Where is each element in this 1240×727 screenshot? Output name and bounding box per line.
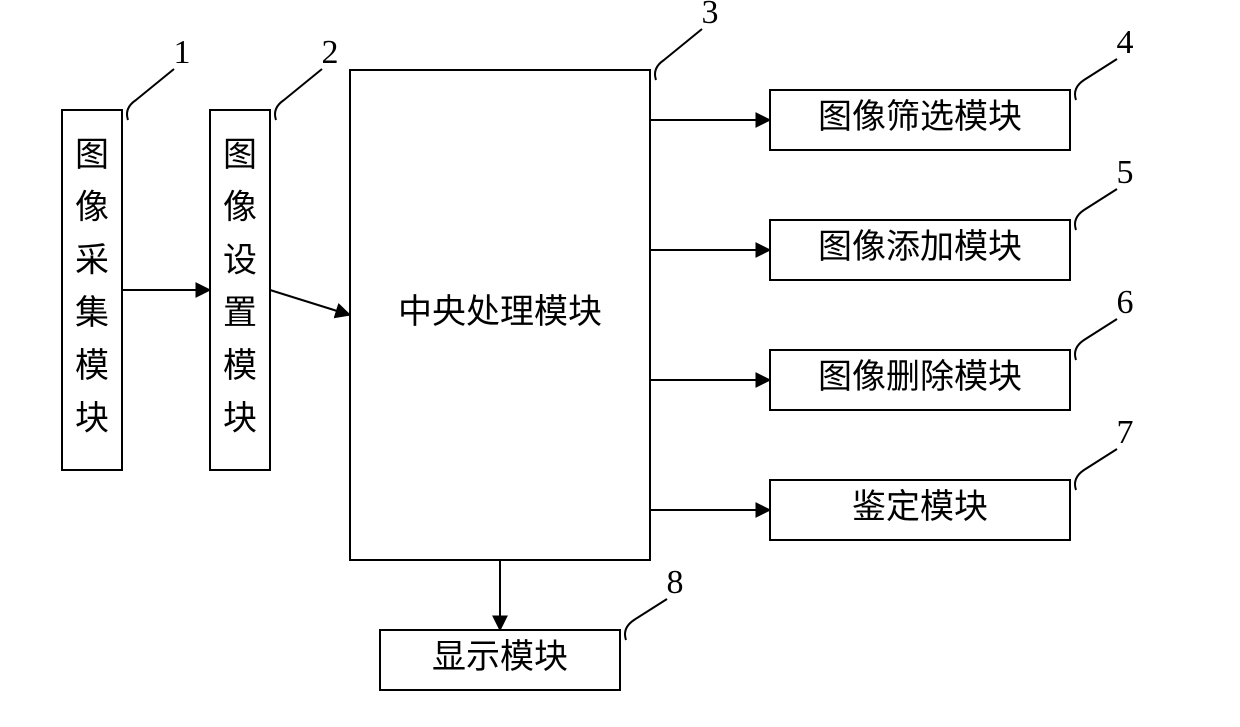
node-n2-char-5: 块 [223,401,257,438]
ref-number-2: 2 [322,34,339,71]
node-n2-char-4: 模 [223,347,257,385]
node-n7: 鉴定模块 [770,480,1070,540]
node-n2-char-2: 设 [223,242,257,279]
ref-number-3: 3 [702,0,719,31]
node-n1-char-4: 模 [75,347,109,385]
node-n2-char-0: 图 [223,137,257,174]
node-n1-char-1: 像 [75,189,109,227]
node-n2: 图像设置模块 [210,110,270,470]
node-n1: 图像采集模块 [62,110,122,470]
node-n5: 图像添加模块 [770,220,1070,280]
ref-number-5: 5 [1117,154,1134,191]
node-n7-label: 鉴定模块 [852,488,988,526]
ref-number-4: 4 [1117,24,1134,61]
ref-leader-6 [1075,319,1117,360]
nodes-layer: 图像采集模块图像设置模块中央处理模块图像筛选模块图像添加模块图像删除模块鉴定模块… [62,70,1070,690]
node-n3-label: 中央处理模块 [398,293,602,331]
node-n1-char-5: 块 [75,401,109,438]
node-n1-char-2: 采 [75,242,109,279]
ref-leader-8 [625,599,667,640]
ref-number-7: 7 [1117,414,1134,451]
flow-diagram: 图像采集模块图像设置模块中央处理模块图像筛选模块图像添加模块图像删除模块鉴定模块… [0,0,1240,727]
ref-leader-1 [127,69,174,120]
node-n8: 显示模块 [380,630,620,690]
ref-number-6: 6 [1117,284,1134,321]
node-n2-char-1: 像 [223,189,257,227]
node-n1-char-0: 图 [75,137,109,174]
node-n1-char-3: 集 [75,294,109,332]
ref-leader-3 [655,29,702,80]
ref-leader-2 [275,69,322,120]
ref-leader-4 [1075,59,1117,100]
node-n8-label: 显示模块 [432,638,568,676]
ref-number-1: 1 [174,34,191,71]
ref-leader-7 [1075,449,1117,490]
ref-number-8: 8 [667,564,684,601]
node-n6: 图像删除模块 [770,350,1070,410]
node-n6-label: 图像删除模块 [818,358,1022,396]
node-n2-char-3: 置 [223,295,257,332]
node-n3: 中央处理模块 [350,70,650,560]
node-n5-label: 图像添加模块 [818,228,1022,266]
node-n4-label: 图像筛选模块 [818,98,1022,136]
ref-leader-5 [1075,189,1117,230]
edge-n2-n3 [270,290,350,315]
node-n4: 图像筛选模块 [770,90,1070,150]
